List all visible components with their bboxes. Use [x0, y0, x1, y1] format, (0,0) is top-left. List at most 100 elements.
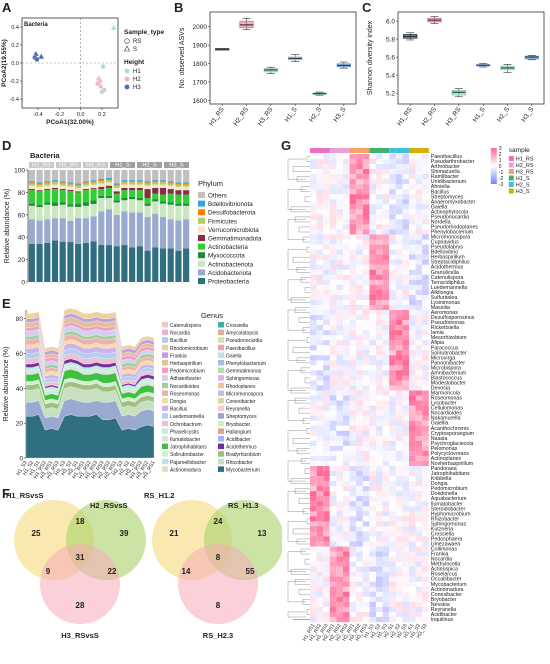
heatmap-cell	[369, 189, 376, 195]
bar-segment-Others	[152, 170, 159, 181]
heatmap-cell	[389, 244, 396, 250]
heatmap-cell	[389, 164, 396, 170]
heatmap-cell	[310, 606, 317, 613]
venn-circle-H3_RSvsS	[40, 544, 120, 624]
bar-segment-Proteobacteria	[59, 241, 66, 282]
heatmap-cell	[310, 611, 317, 618]
heatmap-cell	[409, 526, 416, 532]
heatmap-cell	[362, 174, 370, 180]
heatmap-cell	[349, 385, 357, 391]
heatmap-cell	[349, 601, 357, 608]
bar-segment-Acidobacteriota	[167, 219, 174, 249]
heatmap-cell	[356, 410, 363, 416]
heatmap-cell	[415, 154, 423, 160]
heatmap-cell	[422, 304, 429, 311]
heatmap-cell	[402, 229, 409, 235]
heatmap-cell	[389, 254, 396, 260]
heatmap-cell	[316, 214, 324, 220]
heatmap-cell	[310, 410, 317, 416]
heatmap-cell	[329, 174, 337, 180]
legend-label: Streptomyces	[226, 414, 257, 420]
heatmap-cell	[343, 239, 350, 245]
row-label: Inquilinus	[431, 617, 454, 623]
heatmap-cell	[369, 576, 376, 582]
panel-label-a: A	[2, 0, 12, 15]
heatmap-cell	[329, 304, 337, 311]
heatmap-cell	[369, 159, 376, 165]
row-label: Crossiella	[431, 531, 454, 537]
heatmap-cell	[409, 189, 416, 195]
heatmap-cell	[409, 164, 416, 170]
heatmap-cell	[343, 199, 350, 205]
heatmap-cell	[310, 350, 317, 356]
group-label: H2_RS	[59, 163, 78, 169]
heatmap-cell	[389, 486, 396, 492]
x-tick-label: H1_S	[472, 106, 487, 124]
heatmap-cell	[415, 299, 423, 306]
venn-set-label: H3_RSvsS	[61, 631, 99, 640]
heatmap-cell	[376, 616, 383, 623]
bar-segment-Acidobacteriota	[121, 211, 128, 246]
legend-swatch	[218, 443, 224, 450]
legend-swatch	[218, 420, 224, 427]
heatmap-cell	[376, 385, 383, 391]
heatmap-cell	[409, 611, 416, 618]
legend-label: Proteobacteria	[208, 279, 249, 286]
heatmap-cell	[362, 566, 370, 572]
heatmap-cell	[395, 259, 403, 265]
heatmap-cell	[389, 410, 396, 416]
group-legend-label: H3_S	[516, 189, 530, 195]
heatmap-cell	[402, 224, 409, 230]
heatmap-cell	[316, 571, 324, 577]
heatmap-cell	[376, 179, 383, 185]
y-tick-label: 5.8	[386, 37, 395, 44]
heatmap-cell	[369, 521, 376, 527]
column-group-bar	[329, 148, 337, 153]
heatmap-cell	[336, 516, 343, 522]
heatmap-cell	[376, 299, 383, 306]
legend-swatch	[218, 466, 224, 472]
heatmap-cell	[349, 274, 357, 281]
heatmap-cell	[316, 360, 324, 366]
heatmap-cell	[323, 471, 330, 477]
heatmap-cell	[329, 491, 337, 497]
heatmap-cell	[409, 370, 416, 376]
heatmap-cell	[376, 425, 383, 431]
heatmap-cell	[376, 279, 383, 286]
heatmap-cell	[329, 521, 337, 527]
heatmap-cell	[336, 526, 343, 532]
heatmap-cell	[310, 445, 317, 452]
heatmap-cell	[349, 345, 357, 351]
heatmap-cell	[382, 229, 390, 235]
heatmap-cell	[376, 496, 383, 502]
heatmap-cell	[409, 405, 416, 411]
group-legend-swatch	[508, 182, 514, 187]
heatmap-cell	[329, 284, 337, 291]
heatmap-cell	[356, 219, 363, 225]
heatmap-cell	[356, 360, 363, 366]
heatmap-cell	[349, 380, 357, 386]
bar-segment-Acidobacteriota	[183, 219, 190, 249]
heatmap-cell	[415, 430, 423, 437]
heatmap-cell	[343, 616, 350, 623]
heatmap-cell	[329, 194, 337, 200]
heatmap-cell	[369, 466, 376, 472]
heatmap-cell	[402, 581, 409, 587]
heatmap-cell	[336, 471, 343, 477]
heatmap-cell	[310, 455, 317, 462]
row-label: Pseudarthrobacter	[431, 159, 475, 165]
bar-segment-Acidobacteriota	[175, 220, 182, 251]
heatmap-cell	[382, 264, 390, 270]
legend-swatch	[218, 322, 224, 328]
heatmap-cell	[356, 425, 363, 431]
legend-label: Pajaroellobacter	[170, 460, 206, 466]
heatmap-cell	[376, 395, 383, 401]
column-group-bar	[316, 148, 324, 153]
legend-key	[124, 45, 130, 52]
heatmap-cell	[382, 254, 390, 260]
row-label: Ilumatobacter	[431, 501, 463, 507]
bar-segment-Acidobacteriota	[67, 221, 74, 243]
heatmap-cell	[343, 164, 350, 170]
row-dendrogram	[292, 438, 310, 444]
heatmap-cell	[409, 179, 416, 185]
